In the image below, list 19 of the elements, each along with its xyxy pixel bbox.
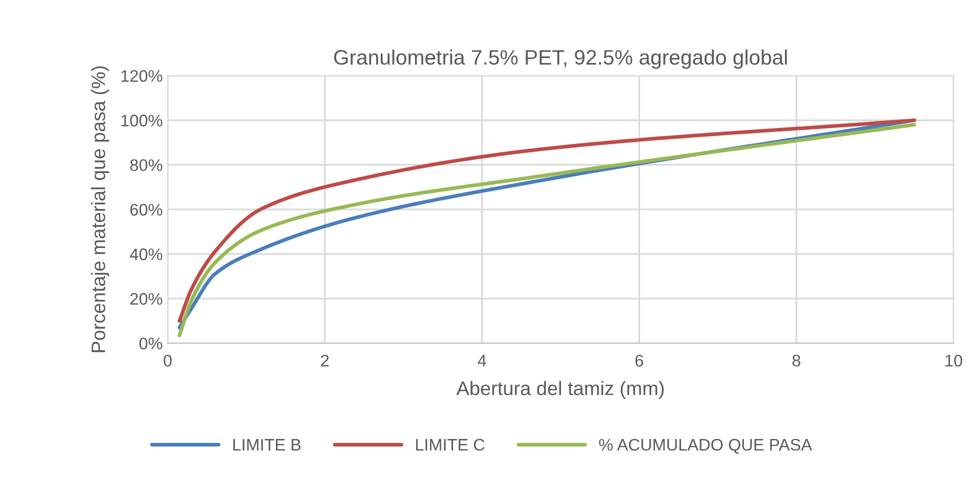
legend-label: LIMITE C xyxy=(416,438,484,451)
y-axis-title: Porcentaje material que pasa (%) xyxy=(90,66,110,352)
y-tick-label: 0% xyxy=(139,338,162,350)
x-tick-label: 4 xyxy=(478,354,486,366)
x-tick-label: 10 xyxy=(946,354,962,367)
x-tick-label: 2 xyxy=(321,354,329,366)
y-tick-label: 20% xyxy=(130,293,162,305)
y-tick-label: 120% xyxy=(121,70,162,82)
x-axis-title: Abertura del tamiz (mm) xyxy=(456,380,664,400)
legend-label: LIMITE B xyxy=(233,439,301,451)
y-tick-label: 60% xyxy=(130,204,162,216)
x-tick-label: 0 xyxy=(164,354,172,367)
x-tick-label: 6 xyxy=(635,354,644,367)
chart-title: Granulometria 7.5% PET, 92.5% agregado global xyxy=(334,49,787,69)
y-tick-label: 80% xyxy=(130,159,162,172)
y-tick-label: 40% xyxy=(130,248,162,260)
legend-label: % ACUMULADO QUE PASA xyxy=(599,438,812,454)
x-tick-label: 8 xyxy=(792,354,800,367)
y-tick-label: 100% xyxy=(121,114,162,126)
